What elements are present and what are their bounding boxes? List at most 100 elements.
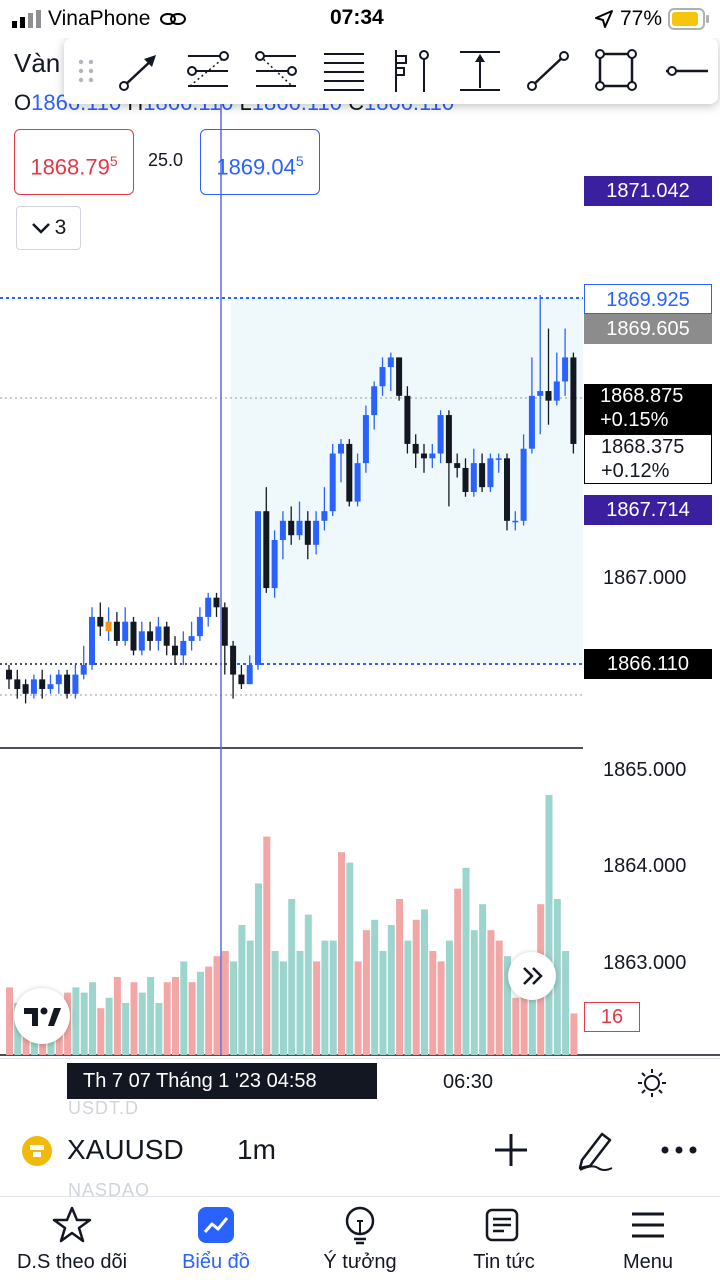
volume-bar: [80, 992, 88, 1055]
candle: [313, 520, 320, 545]
price-range-tool-icon[interactable]: [384, 46, 440, 96]
volume-bar: [445, 940, 453, 1055]
volume-bar: [462, 867, 470, 1055]
volume-bar: [528, 971, 536, 1055]
volume-bar: [545, 795, 553, 1055]
battery-percent: 77%: [620, 7, 663, 30]
sell-button[interactable]: 1868.795: [14, 129, 134, 195]
nav-label: Ý tưởng: [323, 1251, 397, 1273]
volume-bar: [429, 951, 437, 1055]
axis-label: 1864.000: [603, 855, 687, 877]
volume-bar: [147, 977, 155, 1055]
candle: [238, 674, 245, 685]
chart-area[interactable]: Vàn O1866.110 H1866.110 L1866.110 C1866.…: [0, 38, 720, 1058]
scroll-to-realtime-button[interactable]: [508, 952, 556, 1000]
rectangle-tool-icon[interactable]: [588, 46, 644, 96]
volume-bar: [213, 956, 221, 1055]
pitchfork-tool-icon[interactable]: [248, 46, 304, 96]
tradingview-logo[interactable]: [14, 988, 70, 1044]
nav-ideas[interactable]: Ý tưởng: [288, 1197, 432, 1280]
candle: [387, 357, 394, 368]
indicators-toggle-button[interactable]: 3: [16, 206, 81, 250]
volume-bar: [304, 914, 312, 1055]
nav-label: Tin tức: [473, 1251, 535, 1273]
volume-bar: [371, 919, 379, 1055]
link-icon: [160, 13, 186, 25]
drag-handle-icon[interactable]: [76, 58, 96, 84]
volume-bar: [321, 940, 329, 1055]
candle: [437, 415, 444, 454]
symbol-name[interactable]: XAUUSD: [67, 1134, 184, 1165]
volume-bar: [570, 1013, 578, 1055]
trend-line-tool-icon[interactable]: [520, 46, 576, 96]
candle: [537, 391, 544, 396]
candle: [454, 463, 461, 468]
candles: [6, 294, 577, 704]
volume-bar: [387, 925, 395, 1055]
volume-bar: [562, 951, 570, 1055]
ohlc-open-label: O: [14, 90, 32, 115]
volume-bar: [288, 899, 296, 1055]
interval-selector[interactable]: 1m: [237, 1134, 276, 1165]
nav-chart[interactable]: Biểu đồ: [144, 1197, 288, 1280]
candle: [55, 674, 62, 685]
candle: [354, 463, 361, 502]
candle: [188, 636, 195, 641]
volume-bar: [396, 899, 404, 1055]
nav-watchlist[interactable]: D.S theo dõi: [0, 1197, 144, 1280]
volume-bar: [138, 992, 146, 1055]
candle: [421, 453, 427, 459]
fib-retracement-tool-icon[interactable]: [316, 46, 372, 96]
sun-settings-icon[interactable]: [636, 1067, 668, 1099]
candle: [279, 520, 286, 541]
candle: [113, 621, 120, 641]
volume-bar: [379, 951, 387, 1055]
volume-bar: [6, 987, 13, 1055]
arrow-tool-icon[interactable]: [112, 46, 168, 96]
nav-menu[interactable]: Menu: [576, 1197, 720, 1280]
candle: [72, 674, 79, 694]
volume-bar: [97, 1008, 105, 1055]
volume-bar: [89, 982, 96, 1055]
candle: [30, 679, 37, 694]
spread-value: 25.0: [148, 150, 184, 170]
candle: [180, 640, 187, 656]
price-tag-range-low: 1866.110: [584, 649, 712, 679]
nav-label: D.S theo dõi: [16, 1251, 128, 1273]
measure-tool-icon[interactable]: [452, 46, 508, 96]
time-cursor-label: Th 7 07 Tháng 1 '23 04:58: [67, 1063, 377, 1099]
gold-bars-icon[interactable]: [22, 1136, 52, 1166]
price-tag-cursor: 1868.375 +0.12%: [584, 434, 712, 484]
plus-icon[interactable]: [487, 1126, 535, 1174]
candle: [429, 453, 436, 459]
more-options-icon[interactable]: [655, 1126, 703, 1174]
trend-channel-tool-icon[interactable]: [180, 46, 236, 96]
star-icon: [52, 1206, 92, 1243]
battery-icon: [668, 8, 709, 30]
candle: [6, 669, 12, 680]
time-axis[interactable]: Th 7 07 Tháng 1 '23 04:58 06:30: [0, 1058, 720, 1104]
candle: [379, 367, 386, 387]
pen-drawing-icon[interactable]: [572, 1126, 620, 1174]
volume-bar: [404, 940, 412, 1055]
candle: [570, 357, 577, 444]
nav-label: Biểu đồ: [182, 1251, 250, 1273]
horizontal-line-tool-icon[interactable]: [658, 46, 714, 96]
buy-button[interactable]: 1869.045: [200, 129, 320, 195]
axis-label: 1863.000: [603, 952, 687, 974]
candle: [288, 520, 295, 536]
chart-symbol-title[interactable]: Vàn: [14, 48, 61, 78]
volume-bar: [313, 961, 321, 1055]
volume-bar: [470, 930, 478, 1055]
candle: [321, 511, 328, 521]
candle: [495, 458, 502, 460]
nav-news[interactable]: Tin tức: [432, 1197, 576, 1280]
signal-icon: [12, 10, 41, 28]
candle: [213, 597, 220, 608]
volume-bar: [454, 888, 462, 1055]
chevron-down-icon: [31, 223, 50, 235]
chart-icon: [198, 1207, 234, 1243]
candle: [172, 645, 178, 656]
volume-bar: [329, 940, 337, 1055]
ghost-symbol-above: USDT.D: [68, 1098, 140, 1118]
